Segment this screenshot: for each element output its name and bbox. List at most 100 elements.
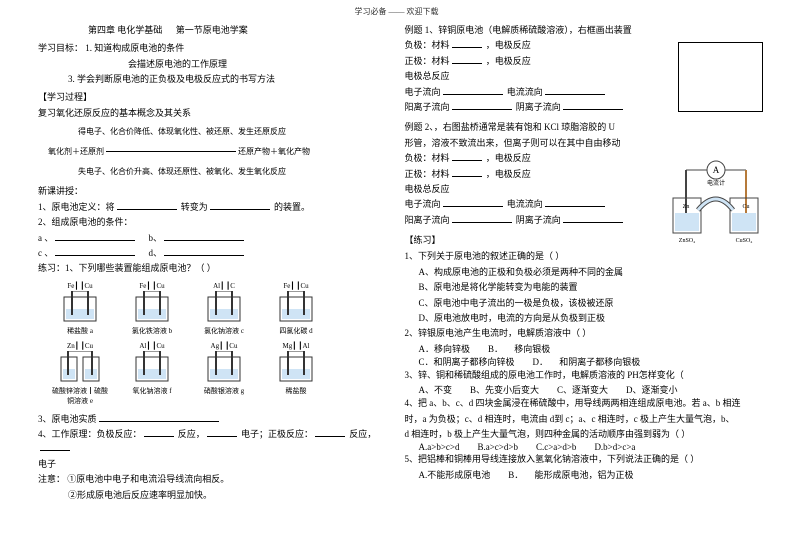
salt-bridge-svg: A 电流计 Zn Cu ZnSO₄ CuSO₄	[668, 158, 763, 248]
beaker-tag: a	[90, 327, 93, 335]
work-line2: 电子	[38, 457, 389, 471]
beaker-label: 氯化钠溶液	[204, 327, 239, 335]
beaker-c: Al┃ ┃C 氯化钠溶液 c	[194, 282, 254, 336]
q4d-opt: D.b>d>c>a	[594, 442, 635, 452]
q4b-opt: B.a>c>d>b	[477, 442, 517, 452]
q2-choices2: C．和阴离子都移向锌极 D． 和阴离子都移向银极	[419, 355, 756, 368]
diagram-mid-left: 氧化剂＋还原剂	[48, 146, 104, 157]
beaker-tag: c	[241, 327, 244, 335]
diagram-mid-right: 还原产物＋氧化产物	[238, 146, 310, 157]
work-d: 反应，	[349, 429, 376, 439]
electrode-label: Zn┃ ┃Cu	[50, 342, 110, 350]
note2: ②形成原电池后反应速率明显加快。	[68, 488, 389, 502]
blank	[452, 213, 512, 223]
q5b-r: 能形成原电池，铝为正极	[535, 470, 634, 480]
blank	[563, 213, 623, 223]
ammeter-label: 电流计	[707, 179, 725, 187]
beaker-f: Al┃ ┃Cu 氧化钠溶液 f	[122, 342, 182, 406]
goal1: 1. 知道构成原电池的条件	[85, 43, 184, 53]
q1c: C、原电池中电子流出的一极是负极，该极被还原	[419, 296, 756, 310]
q2: 2、锌银原电池产生电流时，电解质溶液中（ ）	[405, 326, 756, 340]
def3-text: 3、原电池实质	[38, 414, 97, 424]
process-label: 【学习过程】	[38, 90, 389, 104]
beaker-g: Ag┃ ┃Cu 硝酸银溶液 g	[194, 342, 254, 406]
beaker-icon	[202, 291, 246, 325]
def3: 3、原电池实质	[38, 412, 389, 426]
blank	[563, 100, 623, 110]
exercise1: 练习：1、下列哪些装置能组成原电池？（ ）	[38, 261, 389, 275]
beaker-label: 氧化钠溶液	[132, 387, 167, 395]
blank	[117, 200, 177, 210]
electrode-label: Al┃ ┃Cu	[122, 342, 182, 350]
neg-a2: 负极：材料	[405, 153, 450, 163]
example1: 例题 1、锌铜原电池（电解质稀硫酸溶液），右框画出装置	[405, 23, 756, 37]
beaker-h: Mg┃ ┃Al 稀盐酸	[266, 342, 326, 406]
lecture-label: 新课讲授：	[38, 184, 389, 198]
beaker-label: 四氯化碳	[279, 327, 307, 335]
electrode-label: Fe┃ ┃Cu	[122, 282, 182, 290]
opt-c: c 、	[38, 248, 53, 258]
opt-a: a 、	[38, 233, 53, 243]
blank	[164, 231, 244, 241]
q4c: d 相连时，b 极上产生大量气泡，则四种金属的活动顺序由强到弱为（ ）	[405, 427, 756, 441]
example2: 例题 2、，右图盐桥通常是装有饱和 KCl 琼脂溶胶的 U	[405, 120, 756, 134]
left-column: 第四章 电化学基础 第一节原电池学案 学习目标： 1. 知道构成原电池的条件 会…	[30, 23, 397, 503]
section-title: 第一节原电池学案	[176, 25, 248, 35]
q5: 5、把铝棒和铜棒用导线连接放入氢氧化钠溶液中，下列说法正确的是（ ）	[405, 452, 756, 466]
page-header: 学习必备 —— 欢迎下载	[0, 0, 793, 23]
def1-c: 的装置。	[274, 202, 310, 212]
beaker-icon	[274, 291, 318, 325]
electrode-label: Mg┃ ┃Al	[266, 342, 326, 350]
q4c-opt: C.c>a>d>b	[536, 442, 576, 452]
beaker-icon	[274, 351, 318, 385]
blank	[55, 246, 135, 256]
q3d: D、逐渐变小	[626, 383, 678, 396]
anion2: 阴离子流向	[516, 215, 561, 225]
beaker-tag: e	[90, 397, 93, 405]
opt-d: d、	[149, 248, 163, 258]
q2-choices: A．移向锌极 B． 移向银极	[419, 342, 756, 355]
q4a-opt: A.a>b>c>d	[419, 442, 460, 452]
blank	[144, 427, 174, 437]
cu-label: Cu	[742, 204, 749, 210]
beaker-tag: b	[169, 327, 173, 335]
beaker-tag: d	[309, 327, 313, 335]
blank	[315, 427, 345, 437]
blank	[545, 197, 605, 207]
q1: 1、下列关于原电池的叙述正确的是（ ）	[405, 249, 756, 263]
beaker-b: Fe┃ ┃Cu 氯化铁溶液 b	[122, 282, 182, 336]
q2a: A．移向锌极	[419, 342, 471, 355]
beaker-e: Zn┃ ┃Cu 硫酸锌溶液┃硫酸铜溶液 e	[50, 342, 110, 406]
q5b-l: B．	[508, 470, 523, 480]
def1-b: 转变为	[181, 202, 208, 212]
diagram-mid-line	[106, 151, 236, 152]
note-label: 注意：	[38, 474, 65, 484]
iflow2: 电流流向	[507, 199, 543, 209]
diagram-top-text: 得电子、化合价降低、体现氧化性、被还原、发生还原反应	[78, 126, 286, 137]
beaker-icon	[58, 291, 102, 325]
znso4-label: ZnSO₄	[679, 238, 695, 244]
electrode-label: Fe┃ ┃Cu	[50, 282, 110, 290]
work-b: 反应，	[178, 429, 205, 439]
blank	[210, 200, 270, 210]
goals-line1: 学习目标： 1. 知道构成原电池的条件	[38, 41, 389, 55]
electrode-label: Al┃ ┃C	[194, 282, 254, 290]
salt-bridge-diagram: A 电流计 Zn Cu ZnSO₄ CuSO₄	[668, 158, 763, 248]
pos-b: ，电极反应	[486, 56, 531, 66]
goal3: 3. 学会判断原电池的正负极及电极反应式的书写方法	[68, 72, 389, 86]
diagram-bot-text: 失电子、化合价升高、体现还原性、被氧化、发生氧化反应	[78, 166, 286, 177]
q2b-l: B．	[488, 344, 503, 354]
zn-label: Zn	[683, 204, 690, 210]
work-principle: 4、工作原理：负极反应： 反应， 电子；正极反应： 反应，	[38, 427, 389, 456]
q2d-r: 和阴离子都移向银极	[559, 357, 640, 367]
blank	[452, 100, 512, 110]
q2b-r: 移向银极	[514, 344, 550, 354]
work-c: 电子；正极反应：	[241, 429, 313, 439]
note-row: 注意： ①原电池中电子和电流沿导线流向相反。	[38, 472, 389, 486]
beaker-tag: g	[241, 387, 245, 395]
blank	[443, 85, 503, 95]
goal2: 会描述原电池的工作原理	[128, 57, 389, 71]
blank	[452, 38, 482, 48]
review-label: 复习氧化还原反应的基本概念及其关系	[38, 106, 389, 120]
beaker-icon	[130, 291, 174, 325]
